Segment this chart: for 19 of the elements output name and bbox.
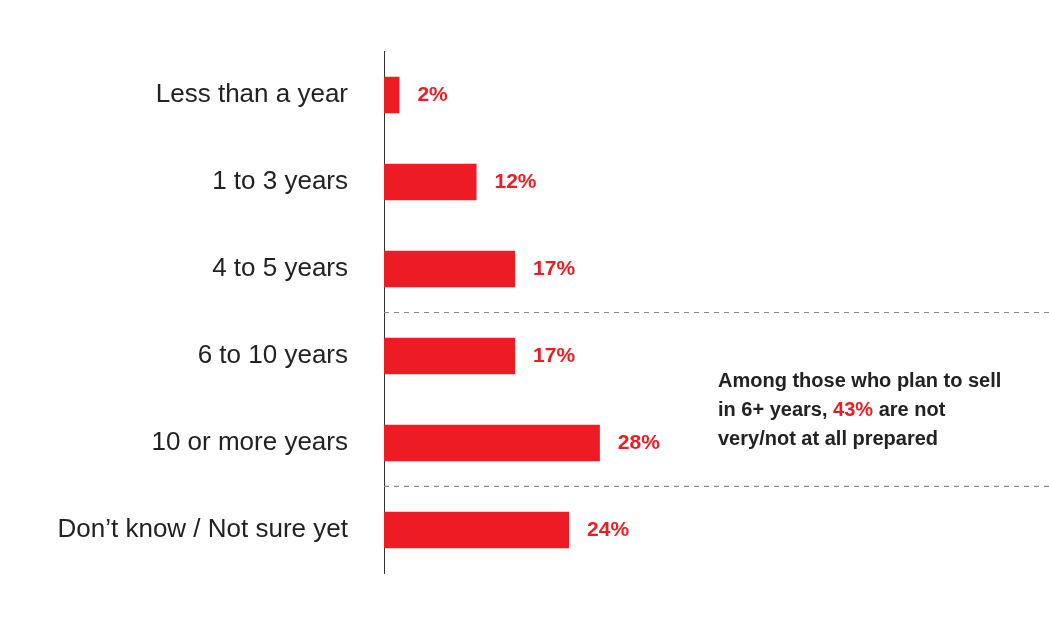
data-label: 12% xyxy=(494,168,537,192)
bar xyxy=(384,250,516,288)
annotation: Among those who plan to sell in 6+ years, 43% are not very/not at all prepared xyxy=(718,368,1003,451)
bar xyxy=(384,511,570,549)
y-tick-label: 1 to 3 years xyxy=(212,165,348,196)
y-tick-label: 4 to 5 years xyxy=(212,252,348,283)
data-label: 2% xyxy=(417,81,449,105)
y-tick-label: Don’t know / Not sure yet xyxy=(57,513,349,544)
bar xyxy=(384,424,600,462)
bar xyxy=(384,337,516,375)
data-label: 28% xyxy=(617,429,661,453)
data-label: 24% xyxy=(587,516,630,540)
y-tick-label: Less than a year xyxy=(155,78,349,109)
data-label: 17% xyxy=(533,255,576,279)
bar xyxy=(384,76,400,114)
y-tick-label: 6 to 10 years xyxy=(197,339,348,370)
bar xyxy=(384,163,477,201)
data-label: 17% xyxy=(533,342,576,366)
y-tick-label: 10 or more years xyxy=(151,426,348,457)
